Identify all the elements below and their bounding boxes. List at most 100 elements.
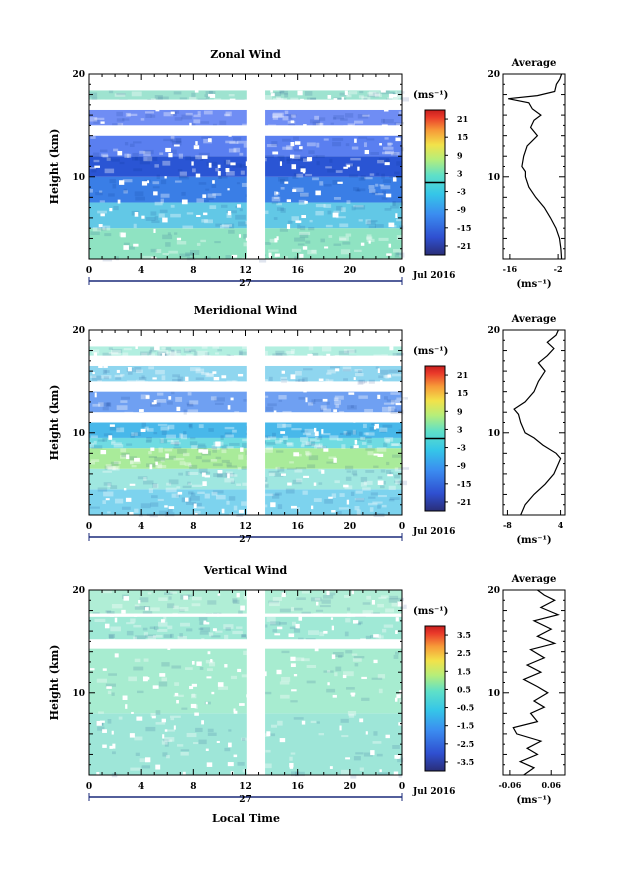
heatmap-cell xyxy=(215,352,219,355)
heatmap-cell xyxy=(126,622,135,625)
heatmap-cell xyxy=(335,404,340,408)
heatmap-cell xyxy=(121,506,131,510)
heatmap-cell xyxy=(164,353,175,357)
x-tick-label: 20 xyxy=(344,266,357,276)
missing-cell xyxy=(216,740,220,743)
heatmap-cell xyxy=(382,628,387,633)
missing-cell xyxy=(139,409,144,412)
heatmap-cell xyxy=(171,140,182,146)
heatmap-cell xyxy=(103,491,114,497)
heatmap-cell xyxy=(175,494,180,498)
heatmap-cell xyxy=(150,248,157,253)
missing-cell xyxy=(314,646,319,652)
heatmap-cell xyxy=(350,157,361,161)
missing-cell xyxy=(290,142,295,147)
missing-cell xyxy=(387,474,393,477)
heatmap-cell xyxy=(382,190,386,195)
heatmap-cell xyxy=(170,213,181,218)
missing-cell xyxy=(176,414,180,417)
heatmap-cell xyxy=(381,197,388,200)
heatmap-cell xyxy=(293,136,299,140)
heatmap-cell xyxy=(99,200,105,203)
heatmap-cell xyxy=(401,430,410,435)
avg-x-tick-label: -8 xyxy=(503,520,512,530)
heatmap-cell xyxy=(384,208,392,211)
heatmap-cell xyxy=(224,747,231,752)
missing-cell xyxy=(303,475,310,478)
heatmap-cell xyxy=(101,153,109,157)
heatmap-cell xyxy=(289,756,293,761)
missing-cell xyxy=(290,505,297,509)
heatmap-cell xyxy=(383,402,395,405)
heatmap-cell xyxy=(294,256,299,261)
y-tick-label: 10 xyxy=(72,429,85,439)
missing-cell xyxy=(394,697,398,702)
heatmap-cell xyxy=(286,442,293,446)
missing-cell xyxy=(217,682,224,687)
heatmap-cell xyxy=(324,499,334,504)
missing-cell xyxy=(300,168,306,173)
missing-cell xyxy=(201,720,205,725)
missing-cell xyxy=(144,774,148,780)
missing-cell xyxy=(237,204,241,208)
heatmap-cell xyxy=(226,213,232,218)
heatmap-cell xyxy=(168,479,179,485)
heatmap-cell xyxy=(304,428,315,434)
heatmap-cell xyxy=(388,408,395,412)
missing-cell xyxy=(335,368,340,372)
heatmap-cell xyxy=(313,155,318,159)
heatmap-cell xyxy=(340,249,351,255)
heatmap-cell xyxy=(378,635,384,639)
heatmap-cell xyxy=(280,90,288,95)
heatmap-cell xyxy=(383,375,392,378)
heatmap-cell xyxy=(351,470,358,475)
heatmap-cell xyxy=(185,252,194,256)
heatmap-cell xyxy=(89,188,93,193)
heatmap-cell xyxy=(315,203,326,208)
heatmap-cell xyxy=(161,677,168,682)
heatmap-cell xyxy=(167,232,171,236)
heatmap-cell xyxy=(160,193,170,198)
missing-cell xyxy=(353,377,356,381)
heatmap-cell xyxy=(296,453,302,457)
heatmap-cell xyxy=(101,590,112,594)
heatmap-cell xyxy=(365,448,375,451)
heatmap-cell xyxy=(237,761,245,766)
heatmap-cell xyxy=(310,97,317,102)
heatmap-cell xyxy=(307,249,317,255)
missing-band xyxy=(89,125,402,136)
heatmap-cell xyxy=(116,111,123,117)
heatmap-cell xyxy=(207,732,217,736)
y-tick-label: 10 xyxy=(72,173,85,183)
x-tick-label: 16 xyxy=(291,522,304,532)
heatmap-cell xyxy=(112,349,123,354)
heatmap-cell xyxy=(189,96,197,102)
missing-cell xyxy=(194,88,199,93)
heatmap-cell xyxy=(170,633,174,638)
heatmap-cell xyxy=(354,368,363,372)
heatmap-cell xyxy=(300,430,309,433)
heatmap-cell xyxy=(345,113,354,118)
heatmap-cell xyxy=(274,91,282,97)
heatmap-cell xyxy=(241,634,247,638)
heatmap-cell xyxy=(358,219,363,222)
heatmap-cell xyxy=(109,426,121,431)
heatmap-cell xyxy=(124,141,129,146)
heatmap-cell xyxy=(339,223,349,228)
heatmap-cell xyxy=(351,206,356,211)
heatmap-cell xyxy=(381,173,385,179)
heatmap-cell xyxy=(162,234,173,240)
missing-cell xyxy=(195,141,198,145)
heatmap-cell xyxy=(176,349,182,354)
heatmap-cell xyxy=(134,658,141,663)
colorbar-unit: (ms⁻¹) xyxy=(413,90,448,101)
heatmap-cell xyxy=(380,469,386,473)
missing-cell xyxy=(289,764,294,769)
heatmap-cell xyxy=(133,624,142,628)
heatmap-cell xyxy=(394,474,401,479)
missing-cell xyxy=(233,754,238,758)
heatmap-cell xyxy=(394,480,402,483)
heatmap-cell xyxy=(316,142,320,148)
heatmap-cell xyxy=(381,118,385,123)
